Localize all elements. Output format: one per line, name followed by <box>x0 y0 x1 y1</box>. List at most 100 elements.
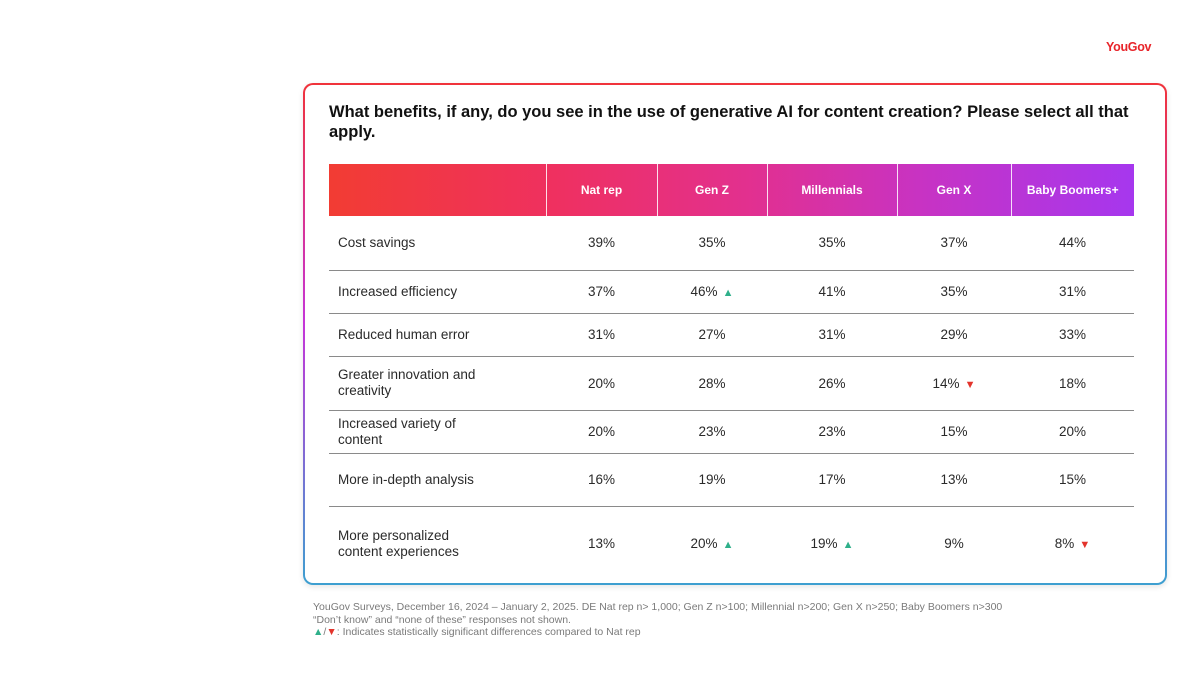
exclusion-note: “Don’t know” and “none of these” respons… <box>313 613 571 626</box>
value-cell: 23% <box>657 410 767 453</box>
value-cell: 46% ▲ <box>657 270 767 313</box>
header-label-cell <box>329 164 546 216</box>
value-cell: 29% <box>897 313 1011 356</box>
value-cell: 31% <box>546 313 657 356</box>
value-text: 15% <box>940 424 968 439</box>
value-cell: 9% <box>897 506 1011 581</box>
column-header: Gen X <box>896 164 1011 216</box>
value-cell: 16% <box>546 453 657 506</box>
triangle-up-icon: ▲ <box>313 626 324 638</box>
row-label: Increased efficiency <box>338 283 458 299</box>
table-row: Reduced human error 31% 27% 31% 29% 33% <box>329 313 1134 356</box>
value-text: 35% <box>818 235 846 251</box>
footnotes: YouGov Surveys, December 16, 2024 – Janu… <box>313 601 1113 639</box>
table-body: Cost savings 39% 35% 35% 37% 44% Increased eff… <box>329 216 1134 581</box>
value-cell: 37% <box>897 216 1011 270</box>
value-cell: 17% <box>767 453 897 506</box>
column-header: Millennials <box>766 164 897 216</box>
triangle-up-icon: ▲ <box>722 287 734 299</box>
results-table: Nat rep Gen Z Millennials Gen X Baby Boo… <box>329 164 1134 581</box>
value-cell: 15% <box>1011 453 1134 506</box>
value-cell: 35% <box>897 270 1011 313</box>
value-text: 20% <box>1058 424 1087 439</box>
value-text: 13% <box>587 536 616 552</box>
value-text: 23% <box>818 424 846 439</box>
value-text: 28% <box>698 375 726 391</box>
column-header: Nat rep <box>545 164 657 216</box>
value-text: 33% <box>1058 327 1087 342</box>
value-text: 35% <box>698 235 726 251</box>
value-cell: 26% <box>767 356 897 410</box>
row-label: More personalized content experiences <box>338 527 459 559</box>
value-cell: 19% ▲ <box>767 506 897 581</box>
value-cell: 27% <box>657 313 767 356</box>
value-text: 16% <box>587 472 616 487</box>
value-text: 15% <box>1058 472 1087 487</box>
table-row: More personalized content experiences 13%… <box>329 506 1134 581</box>
value-cell: 44% <box>1011 216 1134 270</box>
value-cell: 39% <box>546 216 657 270</box>
value-cell: 37% <box>546 270 657 313</box>
value-text: 18% <box>1058 375 1087 391</box>
value-text: 9% <box>944 536 964 552</box>
value-text: 20% <box>587 375 616 391</box>
row-label: Reduced human error <box>338 326 470 342</box>
triangle-up-icon: ▲ <box>842 539 854 552</box>
value-text: 44% <box>1058 235 1087 251</box>
value-cell: 28% <box>657 356 767 410</box>
value-text: 27% <box>698 327 726 342</box>
value-text: 14% <box>932 375 960 391</box>
value-text: 46% <box>690 284 718 299</box>
value-text: 8% <box>1054 536 1075 552</box>
value-cell: 13% <box>897 453 1011 506</box>
value-text: 35% <box>940 284 968 299</box>
value-text: 31% <box>818 327 846 342</box>
value-text: 17% <box>818 472 846 487</box>
value-text: 23% <box>698 424 726 439</box>
value-text: 19% <box>698 472 726 487</box>
value-text: 13% <box>940 472 968 487</box>
triangle-down-icon: ▼ <box>326 626 337 638</box>
table-row: Increased efficiency 37% 46% ▲ 41% 35% 31% <box>329 270 1134 313</box>
value-cell: 20% <box>546 410 657 453</box>
value-text: 20% <box>690 536 718 552</box>
value-cell: 20% <box>1011 410 1134 453</box>
table-row: More in-depth analysis 16% 19% 17% 13% 15% <box>329 453 1134 506</box>
yougov-logo: YouGov <box>1106 40 1152 54</box>
table-header-row: Nat rep Gen Z Millennials Gen X Baby Boo… <box>329 164 1134 216</box>
value-cell: 31% <box>1011 270 1134 313</box>
triangle-down-icon: ▼ <box>964 378 976 391</box>
value-cell: 20% ▲ <box>657 506 767 581</box>
row-label: Increased variety of content <box>338 415 456 447</box>
source-note: YouGov Surveys, December 16, 2024 – Janu… <box>313 601 1003 613</box>
column-header: Baby Boomers+ <box>1010 164 1134 216</box>
value-cell: 41% <box>767 270 897 313</box>
significance-legend: ▲/▼: Indicates statistically significant… <box>313 626 1113 639</box>
value-text: 39% <box>587 235 616 251</box>
table-row: Greater innovation and creativity 20% 28% 2… <box>329 356 1134 410</box>
legend-text: : Indicates statistically significant di… <box>336 626 641 638</box>
value-text: 19% <box>810 536 838 552</box>
value-cell: 13% <box>546 506 657 581</box>
column-header: Gen Z <box>656 164 767 216</box>
table-row: Cost savings 39% 35% 35% 37% 44% <box>329 216 1134 270</box>
value-text: 29% <box>940 327 968 342</box>
value-cell: 33% <box>1011 313 1134 356</box>
value-text: 26% <box>818 375 846 391</box>
value-cell: 23% <box>767 410 897 453</box>
value-cell: 31% <box>767 313 897 356</box>
value-cell: 20% <box>546 356 657 410</box>
value-text: 31% <box>587 327 616 342</box>
row-label: Greater innovation and creativity <box>338 367 476 398</box>
table-row: Increased variety of content 20% 23% 23% 15%… <box>329 410 1134 453</box>
value-text: 31% <box>1058 284 1087 299</box>
value-cell: 19% <box>657 453 767 506</box>
value-cell: 14% ▼ <box>897 356 1011 410</box>
value-cell: 35% <box>657 216 767 270</box>
question-title: What benefits, if any, do you see in the… <box>329 103 1129 141</box>
value-text: 37% <box>587 284 616 299</box>
legend-separator: / <box>323 626 327 638</box>
triangle-down-icon: ▼ <box>1079 539 1091 552</box>
value-text: 37% <box>940 235 968 251</box>
value-cell: 35% <box>767 216 897 270</box>
